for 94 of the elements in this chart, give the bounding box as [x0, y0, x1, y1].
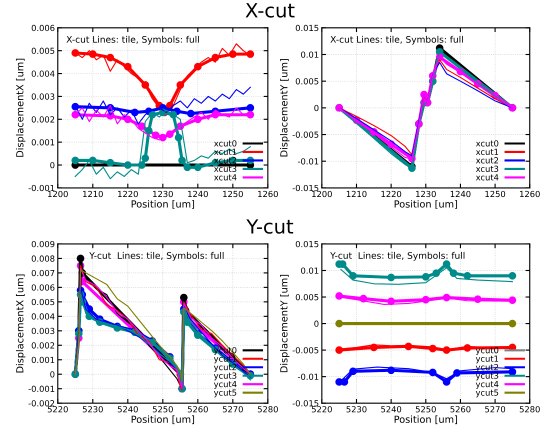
x-tick-label: 1250	[223, 190, 243, 198]
y-tick-label: 0.006	[32, 284, 54, 291]
x-tick-label: 5250	[152, 406, 173, 412]
x-tick-label: 5260	[188, 406, 208, 412]
y-tick-label: 0.004	[32, 70, 55, 77]
legend-label: ycut3	[214, 372, 236, 380]
y-tick-label: 0.003	[32, 93, 54, 100]
legend-label: ycut4	[214, 381, 237, 389]
text: Y-cut Lines: tile, Symbols: full	[330, 252, 464, 261]
x-tick-label: 5260	[450, 406, 470, 412]
legend-label: xcut3	[476, 166, 498, 172]
x-tick-label: 1250	[485, 190, 506, 198]
x-axis-title: Position [um]	[394, 415, 458, 424]
x-axis-title: Position [um]	[132, 200, 194, 209]
legend-label: xcut1	[476, 148, 498, 155]
y-tick-label: 0	[50, 162, 54, 168]
x-tick-label: 1230	[153, 190, 173, 198]
y-tick-label: -0.002	[28, 400, 54, 406]
x-tick-label: 5250	[416, 406, 436, 412]
x-tick-label: 5240	[118, 406, 138, 412]
legend-label: xcut4	[214, 174, 237, 180]
y-tick-label: 0.005	[32, 48, 54, 54]
y-tick-label: 0.008	[32, 255, 54, 262]
y-tick-label: -0.005	[292, 132, 318, 138]
y-tick-label: -0.001	[28, 386, 54, 392]
x-tick-label: 5220	[312, 406, 332, 412]
x-axis-title: Position [um]	[132, 415, 194, 424]
x-tick-label: 1200	[312, 190, 332, 198]
legend-label: ycut5	[214, 390, 236, 398]
legend-label: ycut0	[214, 347, 236, 355]
x-tick-label: 5230	[82, 406, 103, 412]
y-tick-label: -0.01	[298, 158, 318, 164]
y-tick-label: -0.015	[292, 400, 318, 406]
x-tick-label: 1220	[381, 190, 402, 198]
legend-label: ycut4	[476, 381, 498, 389]
y-tick-label: 0.006	[32, 24, 54, 32]
y-tick-label: 0.009	[32, 240, 54, 248]
legend-label: ycut3	[476, 372, 498, 380]
y-tick-label: -0.005	[292, 347, 318, 354]
legend-label: xcut0	[214, 140, 236, 147]
text: X-cut Lines: tile, Symbols: full	[330, 36, 463, 45]
legend-label: ycut5	[476, 390, 498, 398]
x-tick-label: 1240	[450, 190, 470, 198]
y-tick-label: 0.002	[32, 116, 54, 123]
y-tick-label: -0.015	[292, 184, 318, 192]
y-tick-label: -0.001	[28, 184, 54, 192]
y-tick-label: 0	[314, 320, 319, 327]
y-tick-label: 0.015	[296, 24, 318, 32]
y-tick-label: 0.001	[32, 356, 54, 364]
x-tick-label: 5270	[485, 406, 506, 412]
y-tick-label: 0.005	[32, 298, 54, 306]
x-tick-label: 1230	[416, 190, 436, 198]
y-tick-label: 0	[314, 104, 319, 112]
y-tick-label: 0.004	[32, 313, 55, 320]
x-tick-label: 1240	[188, 190, 208, 198]
legend-label: ycut1	[476, 356, 498, 364]
x-tick-label: 1210	[83, 190, 103, 198]
y-tick-label: 0.01	[301, 51, 318, 58]
x-tick-label: 1260	[258, 190, 278, 198]
legend-label: xcut0	[476, 140, 498, 147]
y-axis-title: DisplacementY [um]	[280, 274, 290, 372]
y-tick-label: 0.001	[32, 139, 54, 146]
text: Y-cut Lines: tile, Symbols: full	[89, 252, 224, 261]
x-tick-label: 5230	[346, 406, 367, 412]
legend-label: xcut2	[476, 157, 498, 164]
x-tick-label: 1220	[118, 190, 138, 198]
legend-label: xcut2	[214, 157, 236, 164]
legend-label: xcut4	[476, 174, 498, 180]
x-axis-title: Position [um]	[394, 200, 458, 209]
text: X-cut Lines: tile, Symbols: full	[66, 36, 199, 45]
text: X-cut	[246, 3, 295, 18]
y-axis-title: DisplacementY [um]	[280, 59, 290, 156]
y-tick-label: -0.01	[298, 374, 318, 380]
x-tick-label: 1200	[48, 190, 68, 198]
y-axis-title: DisplacementX [um]	[16, 58, 26, 157]
x-tick-label: 5280	[520, 406, 540, 412]
y-tick-label: 0.007	[32, 270, 54, 276]
x-tick-label: 1260	[520, 190, 540, 198]
legend-label: ycut0	[476, 347, 498, 355]
legend-label: ycut2	[214, 364, 236, 372]
x-tick-label: 5280	[258, 406, 278, 412]
x-tick-label: 5240	[381, 406, 402, 412]
y-tick-label: 0.003	[32, 328, 54, 334]
text: Y-cut	[246, 219, 294, 234]
x-tick-label: 5270	[222, 406, 243, 412]
y-tick-label: 0.005	[296, 294, 318, 300]
y-tick-label: 0	[50, 371, 54, 378]
y-tick-label: 0.002	[32, 342, 54, 349]
x-tick-label: 1210	[346, 190, 367, 198]
y-axis-title: DisplacementX [um]	[16, 274, 26, 373]
x-tick-label: 5220	[48, 406, 68, 412]
y-tick-label: 0.005	[296, 78, 318, 84]
y-tick-label: 0.01	[301, 267, 318, 274]
y-tick-label: 0.015	[296, 240, 318, 248]
